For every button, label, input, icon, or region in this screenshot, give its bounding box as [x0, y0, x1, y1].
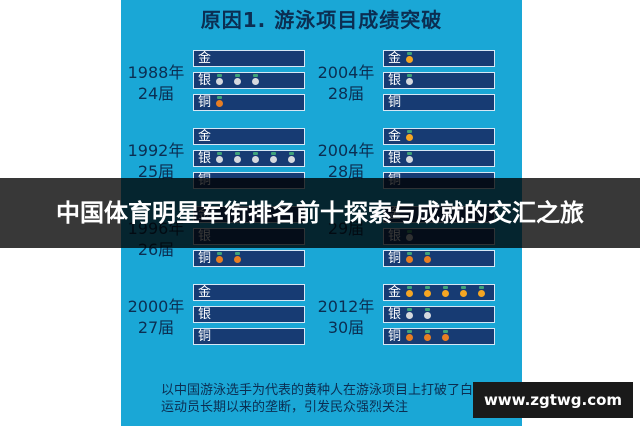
- gold-medal-icon: [460, 286, 467, 297]
- silver-medal-icon: [216, 152, 223, 163]
- bronze-medal-row: 铜: [193, 250, 305, 267]
- gold-medal-icon: [424, 286, 431, 297]
- bronze-medal-row: 铜: [383, 250, 495, 267]
- bronze-label: 铜: [388, 251, 402, 266]
- year-label: 2004年 28届: [311, 62, 381, 104]
- headline-text: 中国体育明星军衔排名前十探索与成就的交汇之旅: [56, 199, 584, 227]
- gold-medal-row: 金: [383, 284, 495, 301]
- year-label: 2004年 28届: [311, 140, 381, 182]
- year-text: 2000年: [127, 297, 185, 316]
- gold-medal-icon: [442, 286, 449, 297]
- silver-medal-row: 银: [383, 72, 495, 89]
- silver-label: 银: [198, 151, 212, 166]
- silver-medal-icon: [406, 308, 413, 319]
- silver-medal-icon: [424, 308, 431, 319]
- year-text: 2004年: [317, 141, 375, 160]
- silver-medal-icon: [288, 152, 295, 163]
- poster-title: 原因1. 游泳项目成绩突破: [200, 8, 443, 32]
- silver-medal-icon: [234, 152, 241, 163]
- gold-label: 金: [198, 285, 212, 300]
- silver-medal-icon: [216, 74, 223, 85]
- silver-label: 银: [388, 307, 402, 322]
- bronze-label: 铜: [198, 251, 212, 266]
- silver-medal-icon: [234, 74, 241, 85]
- silver-medal-row: 银: [193, 72, 305, 89]
- silver-label: 银: [388, 151, 402, 166]
- gold-label: 金: [198, 51, 212, 66]
- bronze-medal-row: 铜: [383, 328, 495, 345]
- bronze-label: 铜: [198, 95, 212, 110]
- olympics-entry: 1992年25届金银铜: [121, 128, 321, 194]
- edition-text: 24届: [137, 84, 175, 103]
- edition-text: 27届: [137, 318, 175, 337]
- gold-label: 金: [388, 285, 402, 300]
- silver-medal-icon: [406, 152, 413, 163]
- bronze-medal-icon: [234, 252, 241, 263]
- gold-label: 金: [388, 129, 402, 144]
- poster-caption: 以中国游泳选手为代表的黄种人在游泳项目上打破了白人运动员长期以来的垄断，引发民众…: [161, 383, 487, 415]
- silver-medal-icon: [252, 152, 259, 163]
- bronze-medal-row: 铜: [193, 94, 305, 111]
- gold-medal-row: 金: [383, 50, 495, 67]
- silver-medal-icon: [406, 74, 413, 85]
- gold-medal-icon: [406, 52, 413, 63]
- bronze-medal-icon: [406, 252, 413, 263]
- year-label: 2012年 30届: [311, 296, 381, 338]
- silver-label: 银: [198, 73, 212, 88]
- silver-label: 银: [388, 73, 402, 88]
- edition-text: 28届: [327, 84, 365, 103]
- bronze-medal-icon: [424, 252, 431, 263]
- silver-label: 银: [198, 307, 212, 322]
- year-label: 2000年 27届: [121, 296, 191, 338]
- year-text: 1992年: [127, 141, 185, 160]
- gold-medal-row: 金: [193, 284, 305, 301]
- edition-text: 28届: [327, 162, 365, 181]
- bronze-medal-icon: [424, 330, 431, 341]
- silver-medal-row: 银: [193, 150, 305, 167]
- bronze-medal-row: 铜: [193, 328, 305, 345]
- silver-medal-icon: [270, 152, 277, 163]
- year-label: 1992年 25届: [121, 140, 191, 182]
- edition-text: 30届: [327, 318, 365, 337]
- bronze-medal-icon: [216, 252, 223, 263]
- gold-medal-icon: [478, 286, 485, 297]
- gold-medal-row: 金: [383, 128, 495, 145]
- bronze-label: 铜: [388, 329, 402, 344]
- bronze-medal-icon: [406, 330, 413, 341]
- olympics-entry: 2012年 30届 金银铜: [311, 284, 511, 350]
- gold-medal-icon: [406, 130, 413, 141]
- watermark: www.zgtwg.com: [473, 382, 633, 418]
- silver-medal-row: 银: [193, 306, 305, 323]
- silver-medal-row: 银: [383, 150, 495, 167]
- silver-medal-row: 银: [383, 306, 495, 323]
- olympics-entry: 2004年 28届 金银铜: [311, 50, 511, 116]
- gold-medal-icon: [406, 286, 413, 297]
- edition-text: 25届: [137, 162, 175, 181]
- year-text: 1988年: [127, 63, 185, 82]
- year-label: 1988年 24届: [121, 62, 191, 104]
- bronze-medal-row: 铜: [383, 94, 495, 111]
- year-text: 2004年: [317, 63, 375, 82]
- headline-banner: 中国体育明星军衔排名前十探索与成就的交汇之旅: [0, 178, 640, 248]
- olympics-entry: 2000年 27届 金银铜: [121, 284, 321, 350]
- gold-label: 金: [388, 51, 402, 66]
- gold-label: 金: [198, 129, 212, 144]
- gold-medal-row: 金: [193, 50, 305, 67]
- silver-medal-icon: [252, 74, 259, 85]
- bronze-label: 铜: [388, 95, 402, 110]
- bronze-medal-icon: [442, 330, 449, 341]
- gold-medal-row: 金: [193, 128, 305, 145]
- olympics-entry: 1988年 24届 金银铜: [121, 50, 321, 116]
- bronze-medal-icon: [216, 96, 223, 107]
- bronze-label: 铜: [198, 329, 212, 344]
- year-text: 2012年: [317, 297, 375, 316]
